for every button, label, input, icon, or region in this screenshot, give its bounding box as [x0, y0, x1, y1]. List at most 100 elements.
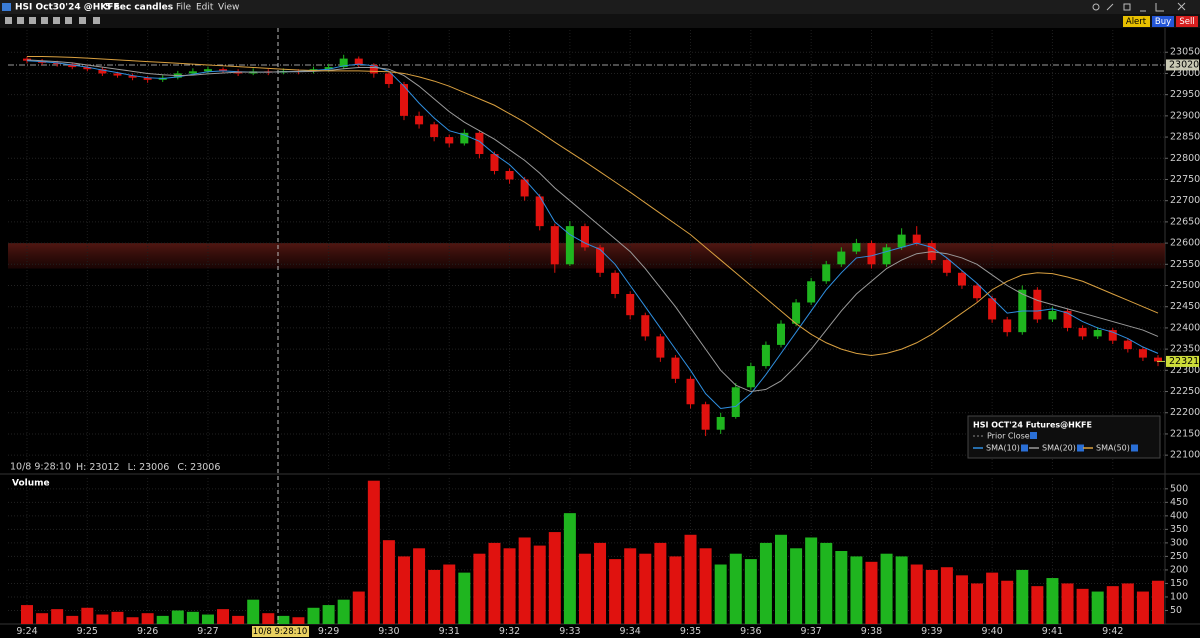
- volume-bar: [186, 611, 199, 624]
- tool-draw[interactable]: [41, 17, 48, 24]
- candle-body: [626, 293, 635, 316]
- y-tick-label: 22300: [1170, 365, 1200, 376]
- tool-gear[interactable]: [53, 17, 60, 24]
- candle-body: [686, 378, 695, 405]
- candle-body: [143, 77, 152, 80]
- volume-bar: [865, 561, 878, 624]
- candle-body: [882, 247, 891, 265]
- x-tick-label: 9:24: [16, 626, 37, 637]
- volume-bar: [66, 615, 79, 624]
- x-tick-label: 9:25: [77, 626, 98, 637]
- candle-body: [716, 416, 725, 430]
- candle-body: [1063, 310, 1072, 328]
- y-tick-label: 22650: [1170, 216, 1200, 227]
- volume-bar: [699, 548, 712, 624]
- candle-body: [852, 243, 861, 252]
- candle-body: [777, 323, 785, 345]
- marks-layer: [21, 54, 1164, 624]
- candle-body: [415, 115, 424, 125]
- menu-view[interactable]: View: [218, 3, 239, 13]
- volume-bar: [21, 605, 33, 624]
- legend-checkbox[interactable]: [1030, 432, 1037, 439]
- legend-checkbox[interactable]: [1021, 444, 1028, 452]
- volume-bar: [684, 534, 697, 624]
- info-label: C:: [177, 462, 187, 473]
- volume-bar: [96, 614, 109, 624]
- x-tick-label: 9:27: [197, 626, 218, 637]
- y-tick-label: 22600: [1170, 238, 1200, 249]
- volume-tick-label: 300: [1170, 537, 1188, 548]
- volume-bar: [217, 609, 230, 624]
- volume-bar: [594, 542, 607, 624]
- menu-edit[interactable]: Edit: [196, 3, 214, 13]
- tool-zoom-out[interactable]: [29, 17, 36, 24]
- tool-more[interactable]: [93, 17, 100, 24]
- tool-crosshair[interactable]: [5, 17, 12, 24]
- search-icon[interactable]: [1092, 3, 1100, 11]
- prior-close-tag-label: 23020: [1169, 59, 1199, 70]
- candle-body: [807, 281, 816, 303]
- menu-file[interactable]: File: [176, 3, 192, 13]
- interval-selector[interactable]: 5 sec candles: [105, 3, 173, 13]
- sell-button[interactable]: [1176, 16, 1198, 27]
- volume-bar: [925, 569, 938, 624]
- volume-bar: [413, 548, 426, 624]
- info-value: 23006: [190, 462, 220, 473]
- volume-bar: [714, 564, 727, 624]
- x-tick-label: 9:41: [1042, 626, 1063, 637]
- candle-body: [792, 302, 801, 324]
- volume-bar: [277, 615, 290, 624]
- y-tick-label: 22700: [1170, 195, 1200, 206]
- config-icon[interactable]: [1123, 3, 1131, 11]
- volume-bar: [367, 480, 380, 624]
- volume-bar: [232, 615, 245, 624]
- volume-tick-label: 100: [1170, 591, 1188, 602]
- candle-body: [219, 69, 228, 72]
- tool-zoom-in[interactable]: [17, 17, 24, 24]
- candle-body: [641, 315, 650, 337]
- buy-button[interactable]: [1152, 16, 1174, 27]
- sma-line: [27, 55, 1159, 356]
- volume-bar: [1136, 591, 1149, 624]
- volume-bar: [156, 615, 169, 624]
- tool-globe[interactable]: [65, 17, 72, 24]
- candle-body: [656, 336, 665, 358]
- candle-body: [445, 137, 454, 144]
- alert-label: Alert: [1126, 17, 1147, 27]
- x-tick-label: 9:38: [861, 626, 882, 637]
- info-time: 10/8 9:28:10: [10, 462, 71, 473]
- contract-title[interactable]: HSI Oct30'24 @HKFE: [15, 3, 120, 13]
- candle-body: [490, 154, 499, 171]
- volume-tick-label: 250: [1170, 551, 1188, 562]
- candle-body: [897, 234, 906, 248]
- candle-body: [1154, 357, 1162, 362]
- candle-body: [1138, 349, 1147, 358]
- volume-bar: [126, 617, 139, 624]
- legend-box: [967, 415, 1161, 459]
- info-value: 23006: [139, 462, 169, 473]
- x-tick-label: 9:29: [318, 626, 339, 637]
- legend-checkbox[interactable]: [1077, 444, 1084, 452]
- volume-bar: [669, 556, 682, 624]
- volume-bar: [639, 553, 652, 624]
- link-icon[interactable]: [1106, 3, 1114, 11]
- volume-bar: [548, 532, 561, 624]
- volume-bar: [563, 513, 576, 624]
- alert-button[interactable]: [1123, 16, 1150, 27]
- candle-body: [1048, 310, 1057, 320]
- candle-body: [867, 243, 876, 265]
- legend-checkbox[interactable]: [1131, 444, 1138, 452]
- y-tick-label: 22800: [1170, 153, 1200, 164]
- candle-body: [822, 264, 831, 282]
- volume-bar: [624, 548, 637, 624]
- overlay-layer: 23020 22321: [1157, 59, 1199, 367]
- restore[interactable]: [1155, 3, 1164, 12]
- close[interactable]: [1177, 2, 1186, 11]
- grid-layer: 22100 22150 22200 22250 22300 22350 22400 22450…: [8, 30, 1200, 637]
- tool-studies[interactable]: [79, 17, 86, 24]
- window-controls: [1092, 2, 1186, 12]
- volume-bar: [352, 591, 365, 624]
- volume-bar: [428, 569, 441, 624]
- volume-bar: [880, 553, 893, 624]
